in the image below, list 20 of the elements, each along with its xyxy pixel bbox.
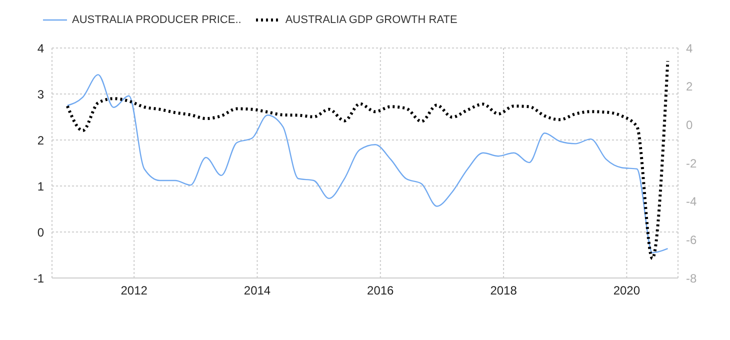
x-tick-label: 2012 [120, 284, 148, 298]
y2-tick-label: 0 [686, 118, 693, 132]
x-tick-label: 2020 [613, 284, 640, 298]
y-tick-label: -1 [33, 271, 44, 286]
x-tick-label: 2018 [490, 284, 518, 298]
y-tick-label: 2 [37, 133, 44, 148]
x-tick-label: 2016 [367, 284, 394, 298]
y-tick-label: 1 [37, 179, 44, 194]
y-tick-label: 0 [37, 225, 44, 240]
y2-tick-label: 4 [686, 41, 693, 56]
legend-label: AUSTRALIA GDP GROWTH RATE [285, 14, 458, 26]
y2-tick-label: -2 [686, 156, 697, 170]
legend-label: AUSTRALIA PRODUCER PRICE.. [72, 14, 242, 26]
x-tick-label: 2014 [244, 284, 271, 298]
y2-tick-label: -8 [686, 271, 697, 286]
y2-tick-label: -6 [686, 232, 697, 247]
y-tick-label: 4 [37, 41, 44, 56]
y2-tick-label: 2 [686, 80, 693, 94]
y2-tick-label: -4 [686, 194, 697, 209]
y-tick-label: 3 [37, 87, 44, 102]
